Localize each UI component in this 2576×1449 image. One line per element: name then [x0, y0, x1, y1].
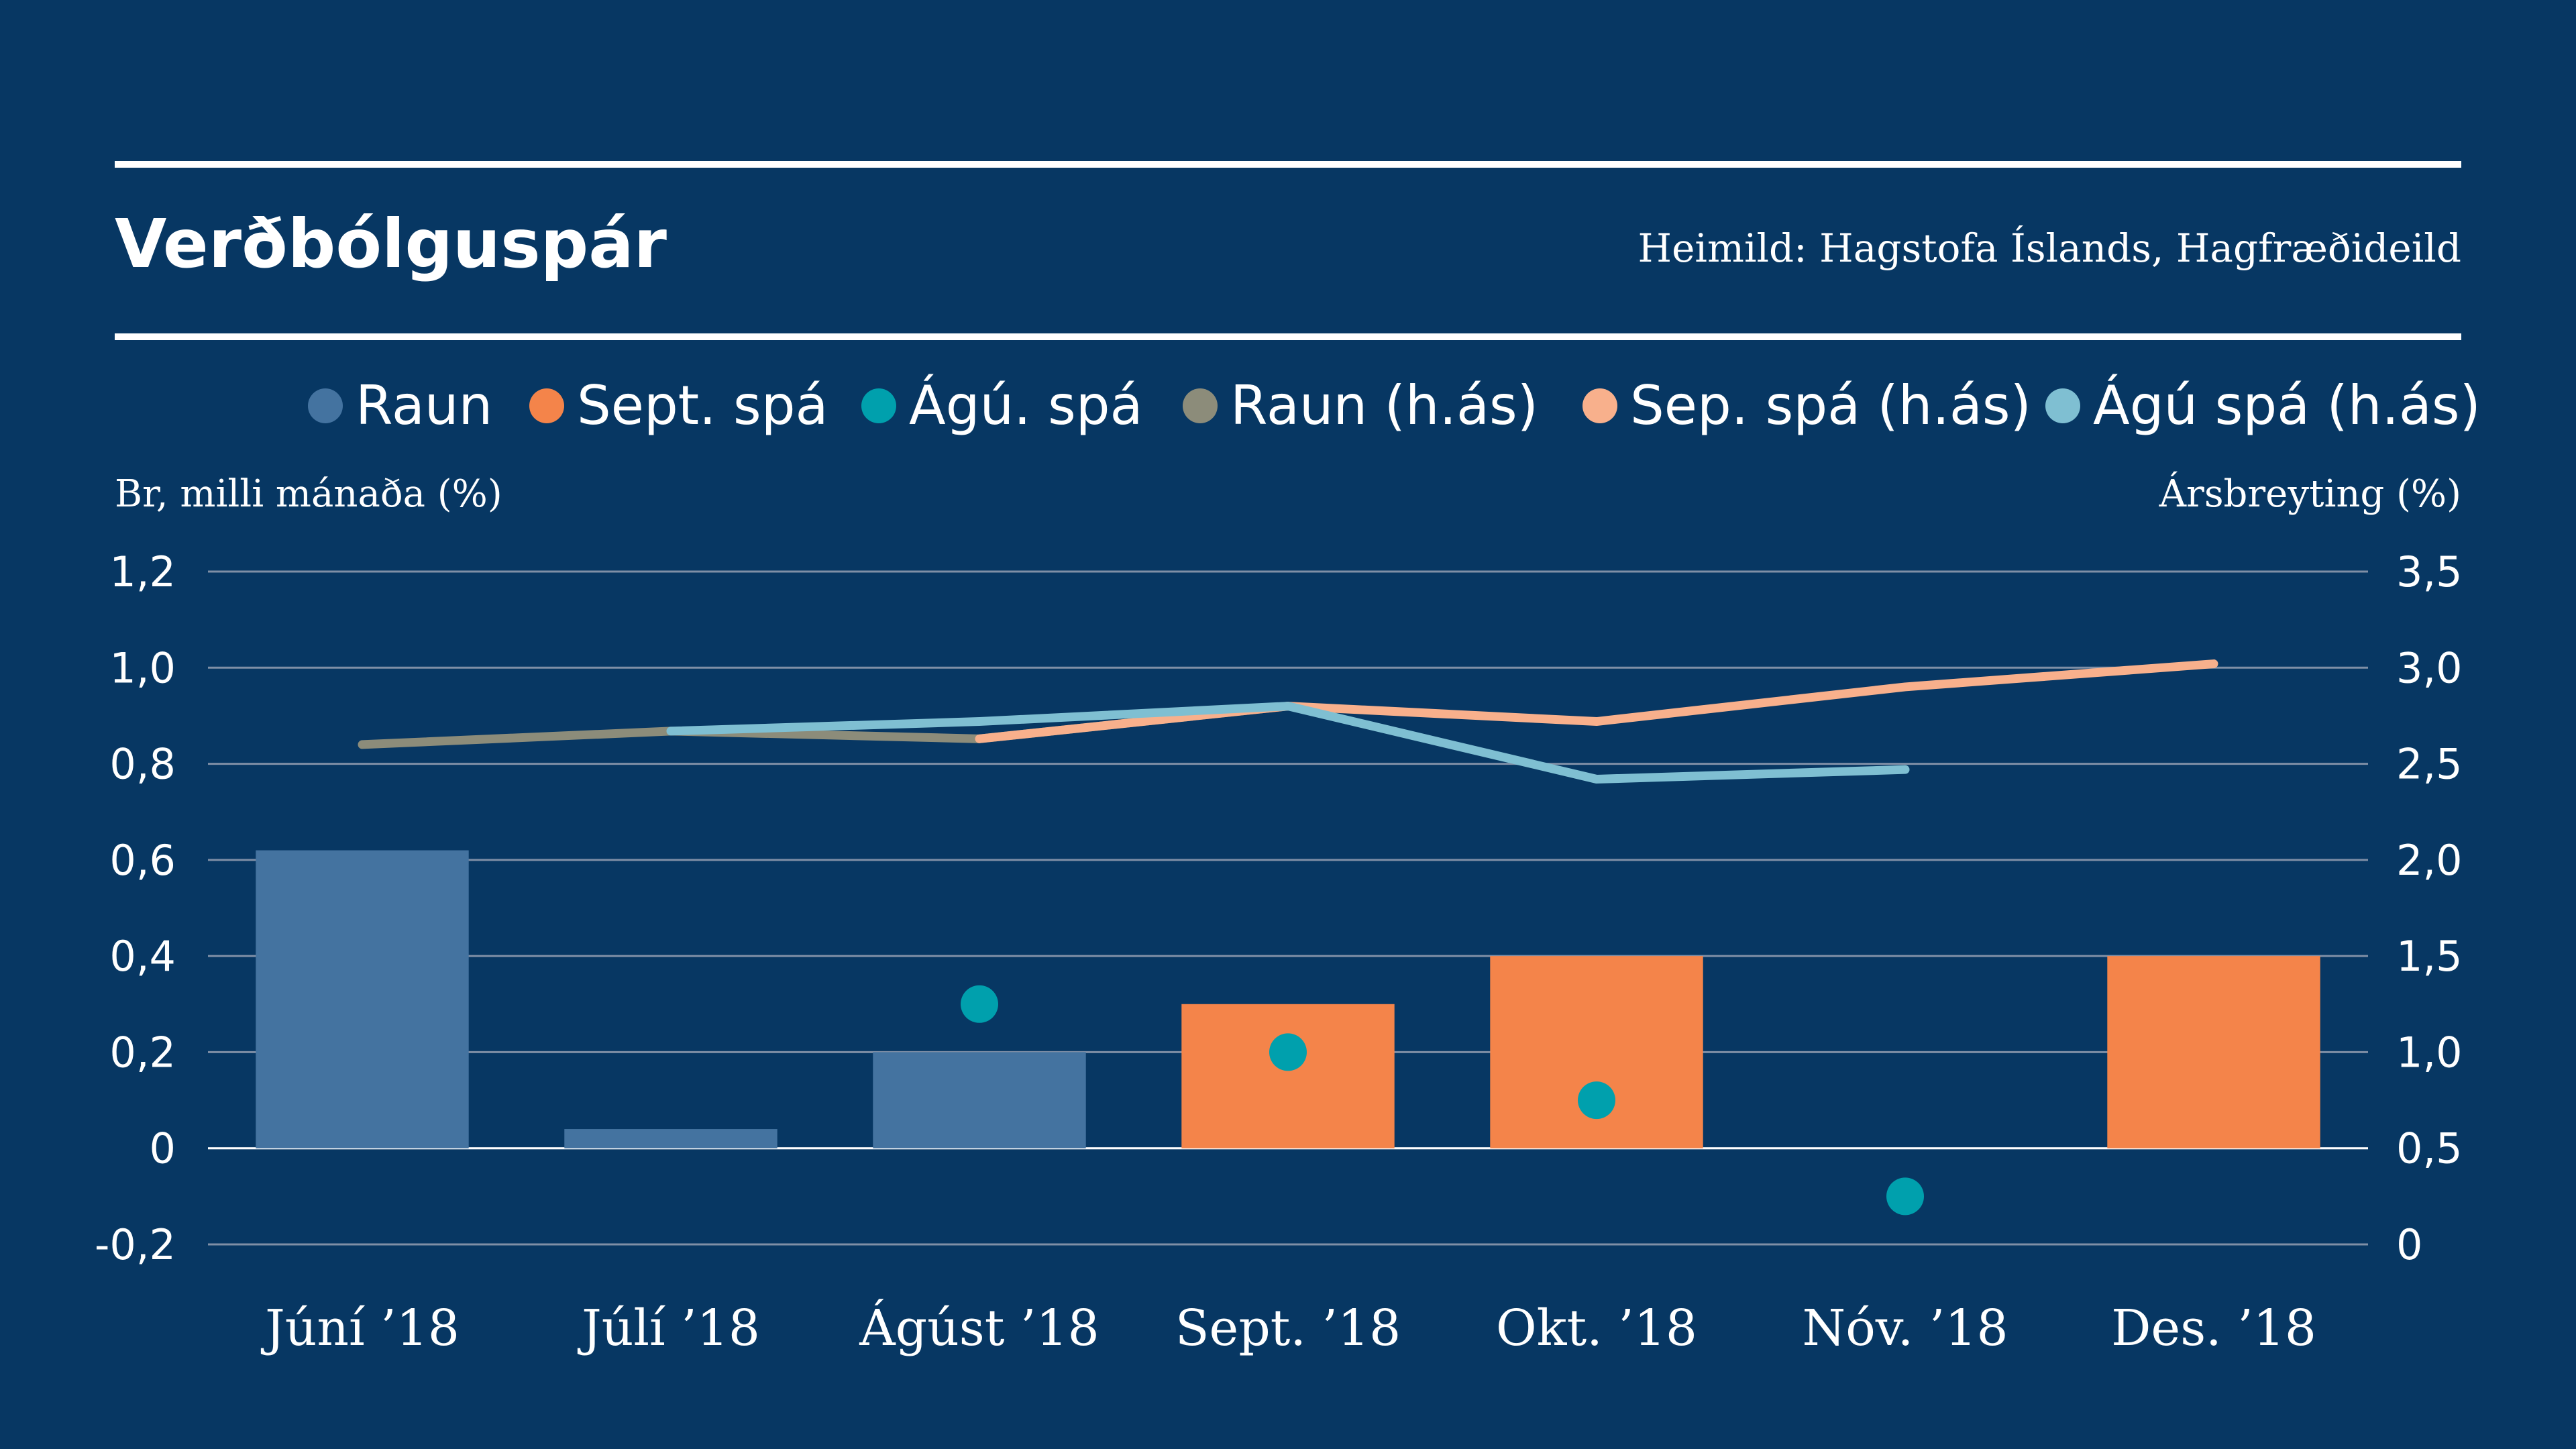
bar-sept-spa	[1181, 1004, 1395, 1148]
source-note: Heimild: Hagstofa Íslands, Hagfræðideild	[1638, 225, 2462, 271]
left-axis-label: Br, milli mánaða (%)	[115, 472, 502, 516]
x-tick-label: Okt. ’18	[1496, 1299, 1697, 1357]
right-tick-label: 0,5	[2396, 1124, 2463, 1173]
left-tick-label: 0	[150, 1124, 176, 1173]
x-tick-label: Júlí ’18	[577, 1299, 760, 1357]
point-agu-spa	[1269, 1033, 1307, 1071]
x-tick-label: Sept. ’18	[1175, 1299, 1401, 1357]
legend-label: Raun (h.ás)	[1230, 374, 1538, 437]
legend-label: Sep. spá (h.ás)	[1630, 374, 2031, 437]
legend-swatch	[1582, 388, 1617, 423]
x-axis-labels: Júní ’18 Júlí ’18 Ágúst ’18 Sept. ’18 Okt. ’…	[260, 1298, 2316, 1357]
legend-swatch	[2045, 388, 2080, 423]
legend-swatch	[861, 388, 896, 423]
right-tick-label: 0	[2396, 1220, 2422, 1269]
x-tick-label: Ágúst ’18	[859, 1298, 1099, 1357]
x-tick-label: Nóv. ’18	[1802, 1299, 2008, 1357]
legend-label: Sept. spá	[577, 374, 828, 437]
bar-series	[256, 850, 2320, 1148]
bar-raun	[873, 1052, 1086, 1148]
line-agu-spa-has	[666, 702, 1910, 784]
line-sep-spa-has	[975, 659, 2218, 743]
bar-sept-spa	[1490, 956, 1703, 1148]
point-series	[961, 985, 1924, 1216]
point-agu-spa	[1886, 1177, 1924, 1216]
legend-swatch	[308, 388, 343, 423]
line-series	[358, 659, 2218, 784]
left-tick-label: 0,6	[109, 836, 176, 885]
chart-title: Verðbólguspár	[115, 205, 667, 283]
right-tick-label: 1,0	[2396, 1028, 2463, 1077]
right-tick-label: 3,5	[2396, 547, 2463, 596]
left-tick-label: 0,4	[109, 932, 176, 981]
right-tick-label: 3,0	[2396, 643, 2463, 692]
left-tick-label: -0,2	[95, 1220, 176, 1269]
left-tick-label: 1,0	[109, 643, 176, 692]
bar-raun	[256, 850, 469, 1148]
right-axis-ticks: 0 0,5 1,0 1,5 2,0 2,5 3,0 3,5	[2396, 547, 2463, 1269]
left-tick-label: 0,8	[109, 740, 176, 789]
legend-swatch	[529, 388, 564, 423]
legend: Raun Sept. spá Ágú. spá Raun (h.ás) Sep. spá…	[308, 374, 2481, 437]
right-tick-label: 2,5	[2396, 740, 2463, 789]
legend-label: Raun	[356, 374, 492, 437]
bar-sept-spa	[2107, 956, 2320, 1148]
x-tick-label: Júní ’18	[260, 1299, 460, 1357]
left-tick-label: 0,2	[109, 1028, 176, 1077]
legend-label: Ágú spá (h.ás)	[2093, 374, 2481, 437]
left-axis-ticks: -0,2 0 0,2 0,4 0,6 0,8 1,0 1,2	[95, 547, 176, 1269]
right-tick-label: 2,0	[2396, 836, 2463, 885]
bar-raun	[564, 1129, 777, 1148]
right-axis-label: Ársbreyting (%)	[2159, 472, 2461, 516]
x-tick-label: Des. ’18	[2111, 1299, 2316, 1357]
point-agu-spa	[961, 985, 998, 1023]
right-tick-label: 1,5	[2396, 932, 2463, 981]
left-tick-label: 1,2	[109, 547, 176, 596]
legend-swatch	[1183, 388, 1218, 423]
point-agu-spa	[1578, 1081, 1615, 1120]
legend-label: Ágú. spá	[909, 374, 1143, 437]
